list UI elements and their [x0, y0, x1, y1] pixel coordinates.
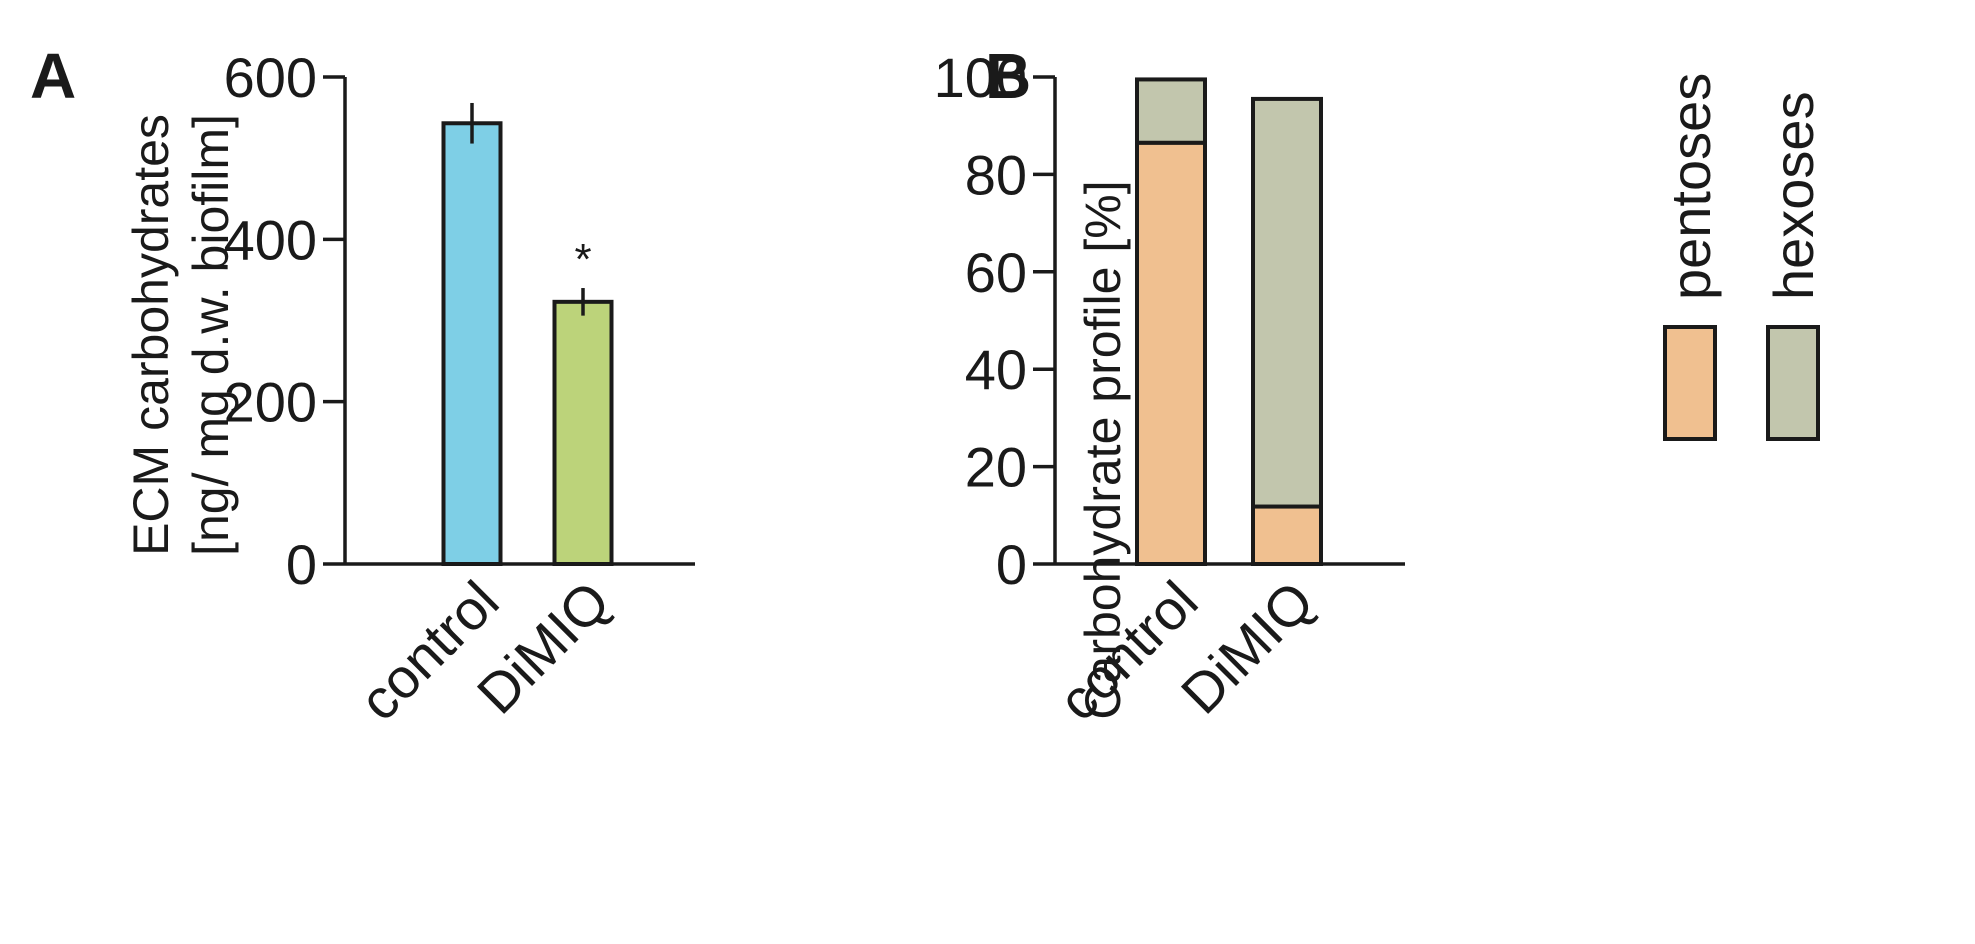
panel-b-y-tick-label: 20 [965, 436, 1027, 499]
panel-a-y-tick-label: 600 [224, 46, 317, 109]
panel-b-y-tick-label: 80 [965, 143, 1027, 206]
panel-b-y-tick-label: 100 [934, 46, 1027, 109]
panel-b-bar-control-pentoses [1135, 140, 1207, 566]
panel-a-bar-dimiq [552, 299, 614, 566]
panel-a: A ECM carbohydrates [ng/ mg d.w. biofilm… [30, 40, 695, 732]
panel-b-bar-dimiq-hexoses [1251, 96, 1323, 509]
panel-a-y-tick-label: 400 [224, 208, 317, 271]
panel-b-legend-label-hexoses: hexoses [1762, 91, 1825, 300]
panel-b-legend-swatch-hexoses [1766, 325, 1820, 441]
panel-a-significance-marker: * [574, 235, 591, 284]
panel-b-y-ticks: 0 20 40 60 80 100 [934, 46, 1055, 596]
panel-a-category-label: control [347, 569, 510, 732]
panel-a-y-ticks: 0 200 400 600 [224, 46, 345, 596]
panel-b-bar-dimiq-pentoses [1251, 504, 1323, 566]
panel-a-bars: * [441, 102, 614, 566]
panel-a-y-tick-label: 0 [286, 533, 317, 596]
panel-a-axes [343, 77, 695, 566]
panel-b-axes [1053, 77, 1405, 566]
panel-b-y-axis-title: Carbohydrate profile [%] [1075, 180, 1131, 719]
panel-b-legend-swatch-pentoses [1663, 325, 1717, 441]
panel-b-category-label: DiMIQ [1169, 569, 1326, 726]
panel-b-y-tick-label: 40 [965, 338, 1027, 401]
panel-b-legend: pentoses hexoses [1659, 73, 1825, 441]
panel-b-y-tick-label: 60 [965, 241, 1027, 304]
panel-b-bars [1135, 77, 1323, 566]
panel-a-y-axis-subtitle: [ng/ mg d.w. biofilm] [183, 114, 239, 556]
panel-b-bar-control-hexoses [1135, 77, 1207, 145]
panel-a-y-tick-label: 200 [224, 371, 317, 434]
panel-b-y-tick-label: 0 [996, 533, 1027, 596]
panel-b-legend-label-pentoses: pentoses [1659, 73, 1722, 300]
panel-b-label: B [985, 40, 1031, 112]
panel-a-label: A [30, 40, 76, 112]
panel-b: B Carbohydrate profile [%] 020406080100 … [934, 40, 1825, 732]
panel-a-bar-control [441, 121, 503, 566]
panel-a-y-axis-title: ECM carbohydrates [123, 114, 179, 556]
